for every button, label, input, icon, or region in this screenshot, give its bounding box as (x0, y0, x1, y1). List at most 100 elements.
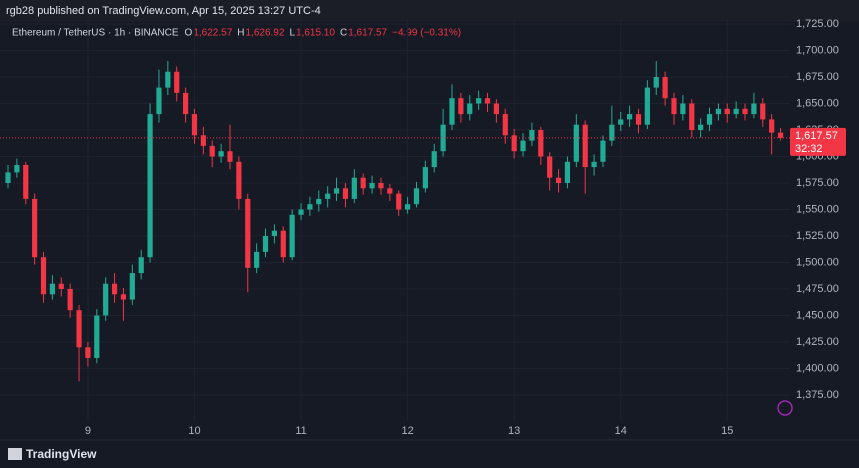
x-tick-label: 12 (401, 425, 413, 437)
candle-body (262, 236, 269, 252)
legend-key: O (185, 28, 193, 39)
candle-body (307, 204, 313, 210)
candle-body (165, 71, 171, 88)
y-tick-label: 1,550.00 (796, 203, 839, 215)
candle-body (227, 151, 233, 162)
legend-key: L (289, 28, 295, 39)
candle-body (547, 156, 553, 178)
x-tick-label: 9 (85, 425, 91, 437)
candle-body (609, 124, 615, 141)
countdown: 32:32 (795, 143, 823, 155)
x-tick-label: 11 (295, 425, 306, 437)
price-tag-label: 1,617.57 (795, 130, 838, 142)
candle-body (618, 119, 624, 125)
candle-body (14, 164, 20, 173)
candle-body (156, 87, 162, 115)
candle-body (298, 209, 304, 215)
candle-body (289, 214, 295, 258)
y-tick-label: 1,375.00 (796, 389, 839, 401)
legend: Ethereum / TetherUS · 1h · BINANCE O 1,622… (12, 28, 461, 39)
candle-body (520, 140, 526, 152)
candle-body (582, 124, 588, 168)
candle-body (591, 161, 597, 168)
y-tick-label: 1,575.00 (796, 177, 839, 189)
candle-body (467, 103, 473, 115)
candle-body (476, 98, 482, 104)
y-tick-label: 1,700.00 (796, 44, 839, 56)
y-tick-label: 1,400.00 (796, 362, 839, 374)
price-tag (790, 127, 846, 156)
candle-body (76, 310, 82, 348)
candle-body (564, 161, 571, 183)
candle-body (440, 124, 446, 152)
legend-key: C (340, 28, 347, 39)
x-tick-label: 15 (721, 425, 733, 437)
publish-text: rgb28 published on TradingView.com, Apr … (6, 5, 321, 17)
candle-body (147, 114, 153, 258)
candle-body (369, 183, 375, 189)
candle-body (742, 108, 748, 115)
legend-value: 1,617.57 (348, 28, 387, 39)
candle-body (484, 98, 491, 104)
y-tick-label: 1,525.00 (796, 230, 839, 242)
alert-icon[interactable] (777, 400, 793, 416)
candle-body (680, 103, 686, 115)
candle-body (200, 135, 206, 146)
y-tick-label: 1,425.00 (796, 336, 839, 348)
candle-body (511, 135, 517, 152)
candle-body (360, 177, 366, 189)
candle-body (653, 77, 659, 88)
candle-body (183, 92, 189, 115)
candle-body (174, 71, 180, 93)
legend-value: 1,615.10 (296, 28, 335, 39)
candle-body (493, 103, 499, 115)
candle-body (32, 198, 38, 258)
x-tick-label: 14 (615, 425, 627, 437)
candle-body (644, 87, 650, 125)
candle-body (600, 140, 606, 162)
legend-key: H (237, 28, 244, 39)
candle-body (129, 273, 135, 300)
candle-body (671, 98, 677, 115)
candle-body (449, 98, 455, 125)
candle-body (280, 230, 286, 258)
candle-body (698, 124, 704, 130)
x-tick-label: 13 (508, 425, 520, 437)
candle-body (49, 283, 55, 295)
candle-body (40, 257, 47, 295)
candle-body (333, 188, 340, 194)
y-tick-label: 1,650.00 (796, 97, 839, 109)
y-tick-label: 1,725.00 (796, 18, 839, 30)
candle-body (405, 204, 411, 210)
candle-body (316, 198, 322, 205)
candle-body (422, 167, 428, 189)
candle-body (325, 193, 331, 199)
candle-body (85, 347, 91, 358)
candle-body (120, 294, 127, 300)
candle-body (777, 132, 784, 138)
candle-body (23, 164, 29, 199)
candle-body (94, 315, 100, 358)
candle-body (555, 177, 562, 183)
candle-body (378, 183, 384, 189)
candle-body (573, 124, 579, 162)
candle-body (689, 103, 695, 130)
candle-body (733, 108, 739, 115)
footer-brand: TradingView (26, 447, 97, 461)
candle-body (431, 151, 437, 168)
candle-body (769, 119, 775, 133)
candle-body (413, 188, 420, 205)
candle-body (111, 283, 118, 295)
candle-body (715, 108, 721, 115)
candle-body (529, 130, 535, 141)
publish-bar (0, 0, 859, 22)
legend-value: 1,622.57 (193, 28, 232, 39)
y-tick-label: 1,675.00 (796, 71, 839, 83)
candle-body (751, 103, 757, 115)
candle-body (724, 108, 730, 115)
candle-body (5, 172, 11, 183)
candle-body (209, 145, 215, 157)
candle-body (236, 161, 242, 199)
